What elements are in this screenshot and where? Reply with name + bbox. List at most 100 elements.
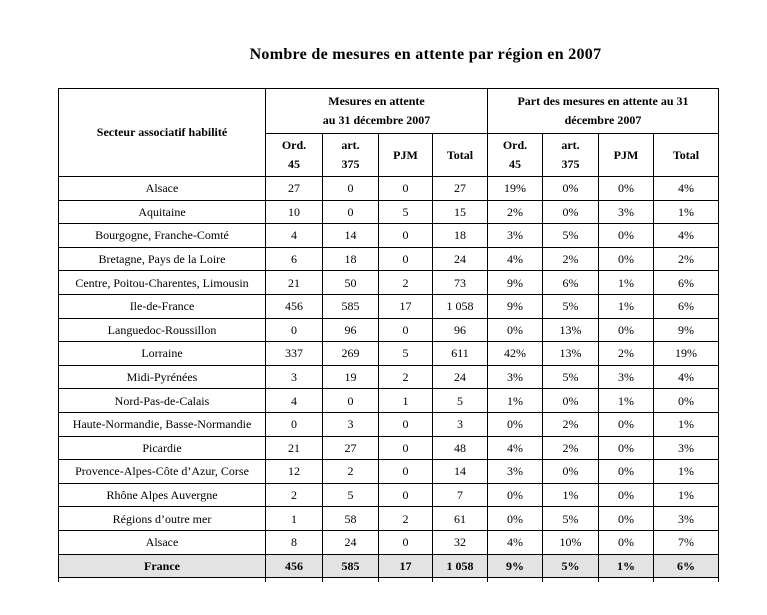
value-cell: 7% bbox=[652, 529, 720, 555]
value-cell: 0 bbox=[378, 529, 433, 555]
value-cell: 2% bbox=[652, 246, 720, 272]
table-row: Provence-Alpes-Côte d’Azur, Corse 12 2 0 14 3… bbox=[58, 459, 720, 484]
value-cell: 3 bbox=[322, 411, 379, 437]
region-cell: Picardie bbox=[58, 435, 266, 461]
bottom-border-ticks-row bbox=[58, 577, 720, 582]
value-cell: 0 bbox=[322, 176, 379, 201]
value-cell: 0% bbox=[598, 435, 654, 461]
value-cell: 27 bbox=[322, 435, 379, 461]
value-cell: 4% bbox=[652, 364, 720, 390]
value-cell: 6% bbox=[652, 293, 720, 319]
column-header-ord45: Ord. 45 bbox=[265, 133, 323, 177]
value-cell: 0% bbox=[598, 223, 654, 248]
table-row: Languedoc-Roussillon 0 96 0 96 0% 13% 0% 9% bbox=[58, 317, 720, 343]
sub-header-row: Ord. 45 art. 375 PJM Total Ord. 45 art. … bbox=[59, 133, 720, 177]
value-cell: 2 bbox=[322, 459, 379, 484]
value-cell: 24 bbox=[432, 364, 488, 390]
value-cell: 1% bbox=[598, 388, 654, 413]
measures-table: Secteur associatif habilité Mesures en a… bbox=[58, 88, 720, 582]
value-cell: 18 bbox=[322, 246, 379, 272]
value-cell: 3% bbox=[652, 506, 720, 531]
value-cell: 2% bbox=[542, 246, 599, 272]
value-cell: 2% bbox=[542, 435, 599, 461]
value-cell: 0% bbox=[487, 482, 543, 508]
table-header: Secteur associatif habilité Mesures en a… bbox=[58, 88, 720, 177]
table-row: Alsace 8 24 0 32 4% 10% 0% 7% bbox=[58, 529, 720, 555]
value-cell: 5 bbox=[322, 482, 379, 508]
value-cell: 21 bbox=[265, 435, 323, 461]
value-cell: 456 bbox=[265, 293, 323, 319]
column-group-part-des-mesures: Part des mesures en attente au 31 décemb… bbox=[486, 88, 720, 134]
value-cell: 9% bbox=[652, 317, 720, 343]
value-cell: 13% bbox=[542, 317, 599, 343]
value-cell: 3% bbox=[487, 459, 543, 484]
region-cell: Ile-de-France bbox=[58, 293, 266, 319]
value-cell: 58 bbox=[322, 506, 379, 531]
value-cell: 0 bbox=[265, 411, 323, 437]
value-cell: 1 058 bbox=[432, 553, 488, 579]
table-title: Nombre de mesures en attente par région … bbox=[249, 46, 602, 63]
region-cell: Alsace bbox=[58, 176, 266, 201]
value-cell: 4% bbox=[487, 246, 543, 272]
column-header-total-pct: Total bbox=[652, 133, 720, 177]
value-cell: 0% bbox=[487, 317, 543, 343]
table-row: Midi-Pyrénées 3 19 2 24 3% 5% 3% 4% bbox=[58, 364, 720, 390]
value-cell: 5% bbox=[542, 553, 599, 579]
value-cell: 2% bbox=[487, 199, 543, 225]
value-cell: 1 058 bbox=[432, 293, 488, 319]
value-cell: 27 bbox=[432, 176, 488, 201]
value-cell: 3% bbox=[487, 364, 543, 390]
value-cell: 0% bbox=[487, 411, 543, 437]
value-cell: 1% bbox=[542, 482, 599, 508]
region-cell: Lorraine bbox=[58, 341, 266, 366]
table-body: Alsace 27 0 0 27 19% 0% 0% 4% Aquitaine 10 0 5 15 2% 0%… bbox=[58, 176, 720, 579]
value-cell: 13% bbox=[542, 341, 599, 366]
value-cell: 5% bbox=[542, 506, 599, 531]
value-cell: 4% bbox=[652, 176, 720, 201]
value-cell: 1% bbox=[652, 411, 720, 437]
value-cell: 4 bbox=[265, 388, 323, 413]
value-cell: 1% bbox=[598, 293, 654, 319]
border-tick bbox=[598, 577, 654, 582]
region-cell: France bbox=[58, 553, 266, 579]
value-cell: 19 bbox=[322, 364, 379, 390]
value-cell: 9% bbox=[487, 553, 543, 579]
table-row: Haute-Normandie, Basse-Normandie 0 3 0 3 0% 2%… bbox=[58, 411, 720, 437]
total-row: France 456 585 17 1 058 9% 5% 1% 6% bbox=[58, 553, 720, 579]
value-cell: 61 bbox=[432, 506, 488, 531]
value-cell: 42% bbox=[487, 341, 543, 366]
table-row: Nord-Pas-de-Calais 4 0 1 5 1% 0% 1% 0% bbox=[58, 388, 720, 413]
value-cell: 0% bbox=[542, 176, 599, 201]
value-cell: 15 bbox=[432, 199, 488, 225]
table-row: Rhône Alpes Auvergne 2 5 0 7 0% 1% 0% 1% bbox=[58, 482, 720, 508]
column-header-sector: Secteur associatif habilité bbox=[58, 88, 266, 177]
table-row: Picardie 21 27 0 48 4% 2% 0% 3% bbox=[58, 435, 720, 461]
column-group-mesures-en-attente: Mesures en attente au 31 décembre 2007 bbox=[265, 88, 488, 134]
column-header-art375: art. 375 bbox=[322, 133, 379, 177]
border-tick bbox=[378, 577, 433, 582]
value-cell: 96 bbox=[322, 317, 379, 343]
region-cell: Nord-Pas-de-Calais bbox=[58, 388, 266, 413]
value-cell: 7 bbox=[432, 482, 488, 508]
border-tick bbox=[542, 577, 599, 582]
value-cell: 2% bbox=[542, 411, 599, 437]
value-cell: 1% bbox=[652, 199, 720, 225]
value-cell: 0 bbox=[265, 317, 323, 343]
value-cell: 96 bbox=[432, 317, 488, 343]
value-cell: 9% bbox=[487, 293, 543, 319]
value-cell: 3% bbox=[598, 199, 654, 225]
value-cell: 8 bbox=[265, 529, 323, 555]
value-cell: 1% bbox=[487, 388, 543, 413]
column-header-total: Total bbox=[432, 133, 488, 177]
value-cell: 0% bbox=[652, 388, 720, 413]
value-cell: 73 bbox=[432, 270, 488, 295]
value-cell: 0% bbox=[542, 388, 599, 413]
table-footer bbox=[58, 577, 720, 582]
value-cell: 1% bbox=[652, 482, 720, 508]
value-cell: 456 bbox=[265, 553, 323, 579]
column-header-ord45-pct: Ord. 45 bbox=[487, 133, 543, 177]
value-cell: 1% bbox=[652, 459, 720, 484]
column-header-pjm-pct: PJM bbox=[598, 133, 654, 177]
value-cell: 0 bbox=[322, 199, 379, 225]
region-cell: Bretagne, Pays de la Loire bbox=[58, 246, 266, 272]
